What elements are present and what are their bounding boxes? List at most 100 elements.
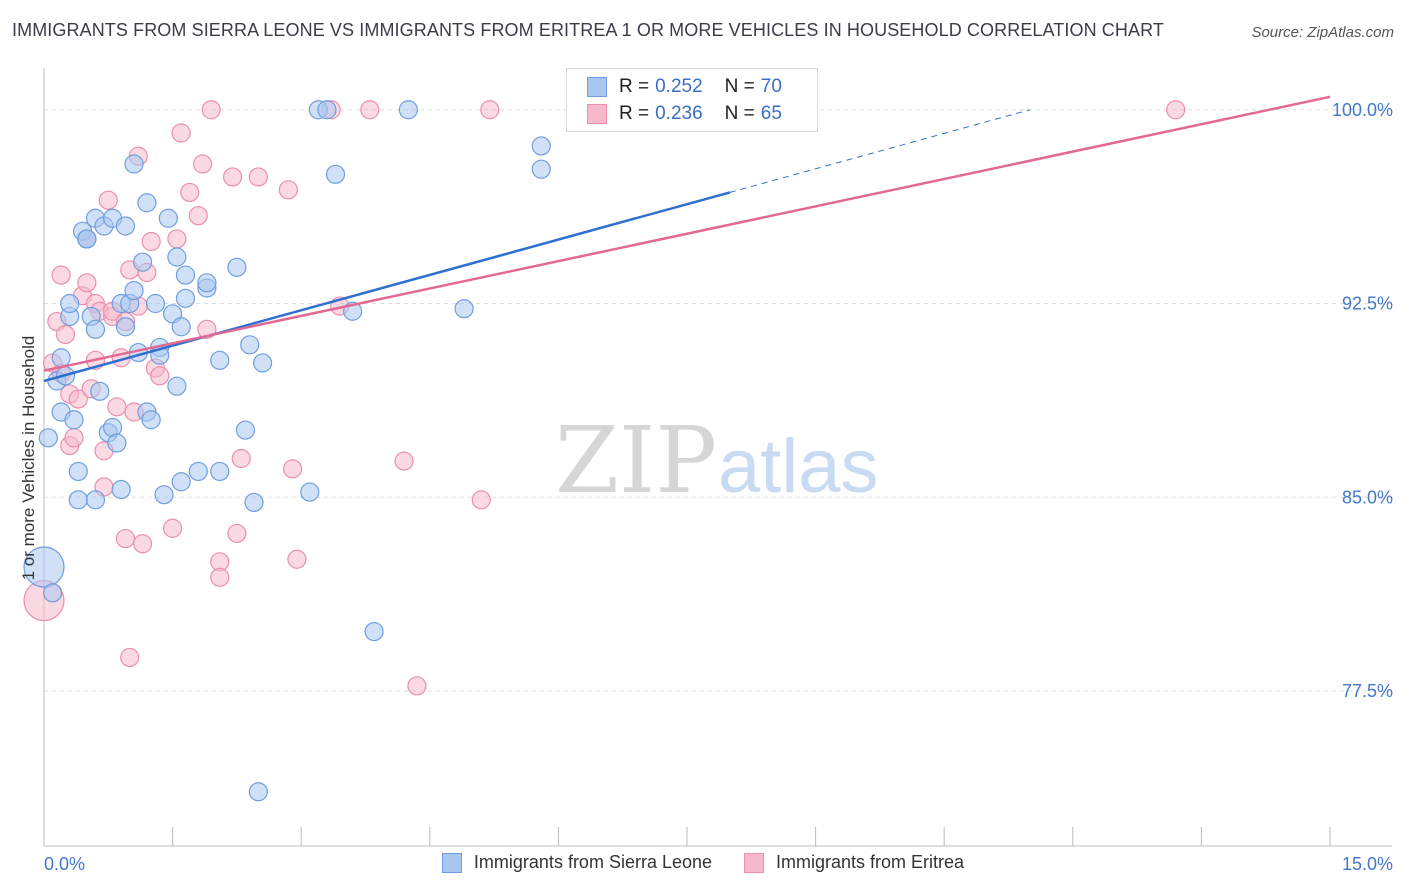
x-tick-label-min: 0.0% — [44, 854, 85, 874]
data-point — [1166, 100, 1186, 120]
legend-swatch-pink — [744, 852, 765, 873]
data-point — [132, 534, 153, 554]
data-point — [51, 348, 71, 368]
data-point — [115, 216, 136, 236]
data-point — [154, 485, 174, 505]
data-point — [171, 123, 191, 143]
watermark-zip: ZIP — [555, 407, 717, 514]
data-point — [107, 433, 127, 453]
data-point — [132, 252, 153, 272]
trend-lines — [43, 95, 1331, 383]
data-point — [90, 381, 110, 401]
data-point — [77, 273, 97, 293]
legend-n-value: 70 — [760, 76, 782, 97]
data-point — [137, 193, 157, 213]
data-point — [240, 335, 260, 355]
data-point — [163, 518, 183, 538]
legend-swatch-blue — [587, 77, 607, 97]
data-point — [23, 546, 65, 588]
data-point — [111, 479, 131, 500]
data-point — [394, 451, 414, 471]
legend-r-label: R = — [619, 76, 650, 97]
legend-r-label: R = — [619, 103, 650, 124]
legend-row-eritrea: R = 0.236 N = 65 — [587, 102, 782, 126]
data-point — [64, 428, 84, 448]
data-point — [98, 190, 118, 210]
legend-n-label: N = — [724, 76, 755, 97]
data-point — [175, 265, 196, 285]
data-point — [150, 366, 170, 386]
data-point — [201, 100, 221, 120]
legend-item-eritrea[interactable]: Immigrants from Eritrea — [744, 852, 964, 873]
legend-swatch-pink — [587, 104, 607, 124]
data-point — [188, 206, 208, 226]
data-point — [300, 482, 320, 502]
data-point — [171, 317, 191, 337]
correlation-legend: R = 0.252 N = 70 R = 0.236 N = 65 — [566, 68, 818, 132]
trend-line-eritrea — [43, 95, 1331, 372]
data-point — [124, 154, 144, 174]
data-point — [325, 164, 346, 184]
y-tick-label: 92.5% — [1342, 294, 1393, 314]
data-point — [317, 100, 337, 120]
y-tick-label: 77.5% — [1342, 681, 1393, 701]
data-point — [141, 231, 161, 252]
data-point — [253, 353, 273, 373]
y-axis-label: 1 or more Vehicles in Household — [19, 336, 38, 581]
sierra-leone-points — [23, 100, 551, 802]
x-tick-label-max: 15.0% — [1342, 854, 1393, 874]
y-tick-labels: 77.5% 85.0% 92.5% 100.0% — [1332, 100, 1393, 701]
data-point — [248, 782, 268, 802]
data-point — [480, 100, 500, 120]
data-point — [227, 257, 247, 277]
data-point — [68, 461, 88, 482]
data-point — [210, 350, 230, 370]
data-point — [244, 492, 264, 513]
legend-row-sierra-leone: R = 0.252 N = 70 — [587, 75, 782, 99]
data-point — [231, 448, 251, 469]
trend-line-sierra-leone-extension — [729, 109, 1031, 193]
data-point — [85, 319, 106, 339]
data-point — [278, 180, 298, 200]
data-point — [227, 523, 247, 544]
watermark-atlas: atlas — [718, 424, 879, 509]
data-point — [171, 472, 191, 492]
data-point — [124, 280, 144, 301]
data-point — [364, 621, 384, 642]
legend-label-sierra-leone: Immigrants from Sierra Leone — [473, 852, 713, 872]
data-point — [235, 420, 256, 440]
data-point — [287, 549, 307, 569]
data-point — [68, 389, 88, 409]
y-tick-label: 85.0% — [1342, 487, 1393, 507]
grid-lines — [44, 109, 1392, 692]
data-point — [60, 293, 80, 314]
data-point — [193, 154, 213, 174]
data-point — [167, 229, 187, 249]
data-point — [120, 647, 140, 668]
data-point — [42, 583, 63, 603]
legend-r-value: 0.252 — [655, 76, 703, 97]
legend-n-label: N = — [724, 103, 755, 124]
data-point — [85, 490, 106, 510]
data-point — [141, 410, 161, 430]
legend-r-value: 0.236 — [655, 103, 703, 124]
data-point — [175, 288, 196, 308]
legend-item-sierra-leone[interactable]: Immigrants from Sierra Leone — [441, 852, 713, 873]
data-point — [107, 397, 127, 417]
data-point — [51, 265, 71, 285]
data-point — [68, 490, 88, 510]
chart-title: IMMIGRANTS FROM SIERRA LEONE VS IMMIGRAN… — [12, 20, 1164, 40]
data-point — [407, 676, 427, 696]
data-point — [398, 100, 418, 120]
watermark: ZIP atlas — [555, 407, 879, 514]
data-point — [223, 167, 243, 187]
legend-n-value: 65 — [760, 103, 782, 124]
data-point — [188, 461, 208, 482]
trend-line-sierra-leone — [43, 191, 731, 383]
data-point — [55, 324, 76, 345]
data-point — [145, 293, 166, 314]
y-tick-label: 100.0% — [1332, 100, 1393, 120]
legend-swatch-blue — [441, 852, 462, 873]
data-point — [180, 182, 200, 203]
